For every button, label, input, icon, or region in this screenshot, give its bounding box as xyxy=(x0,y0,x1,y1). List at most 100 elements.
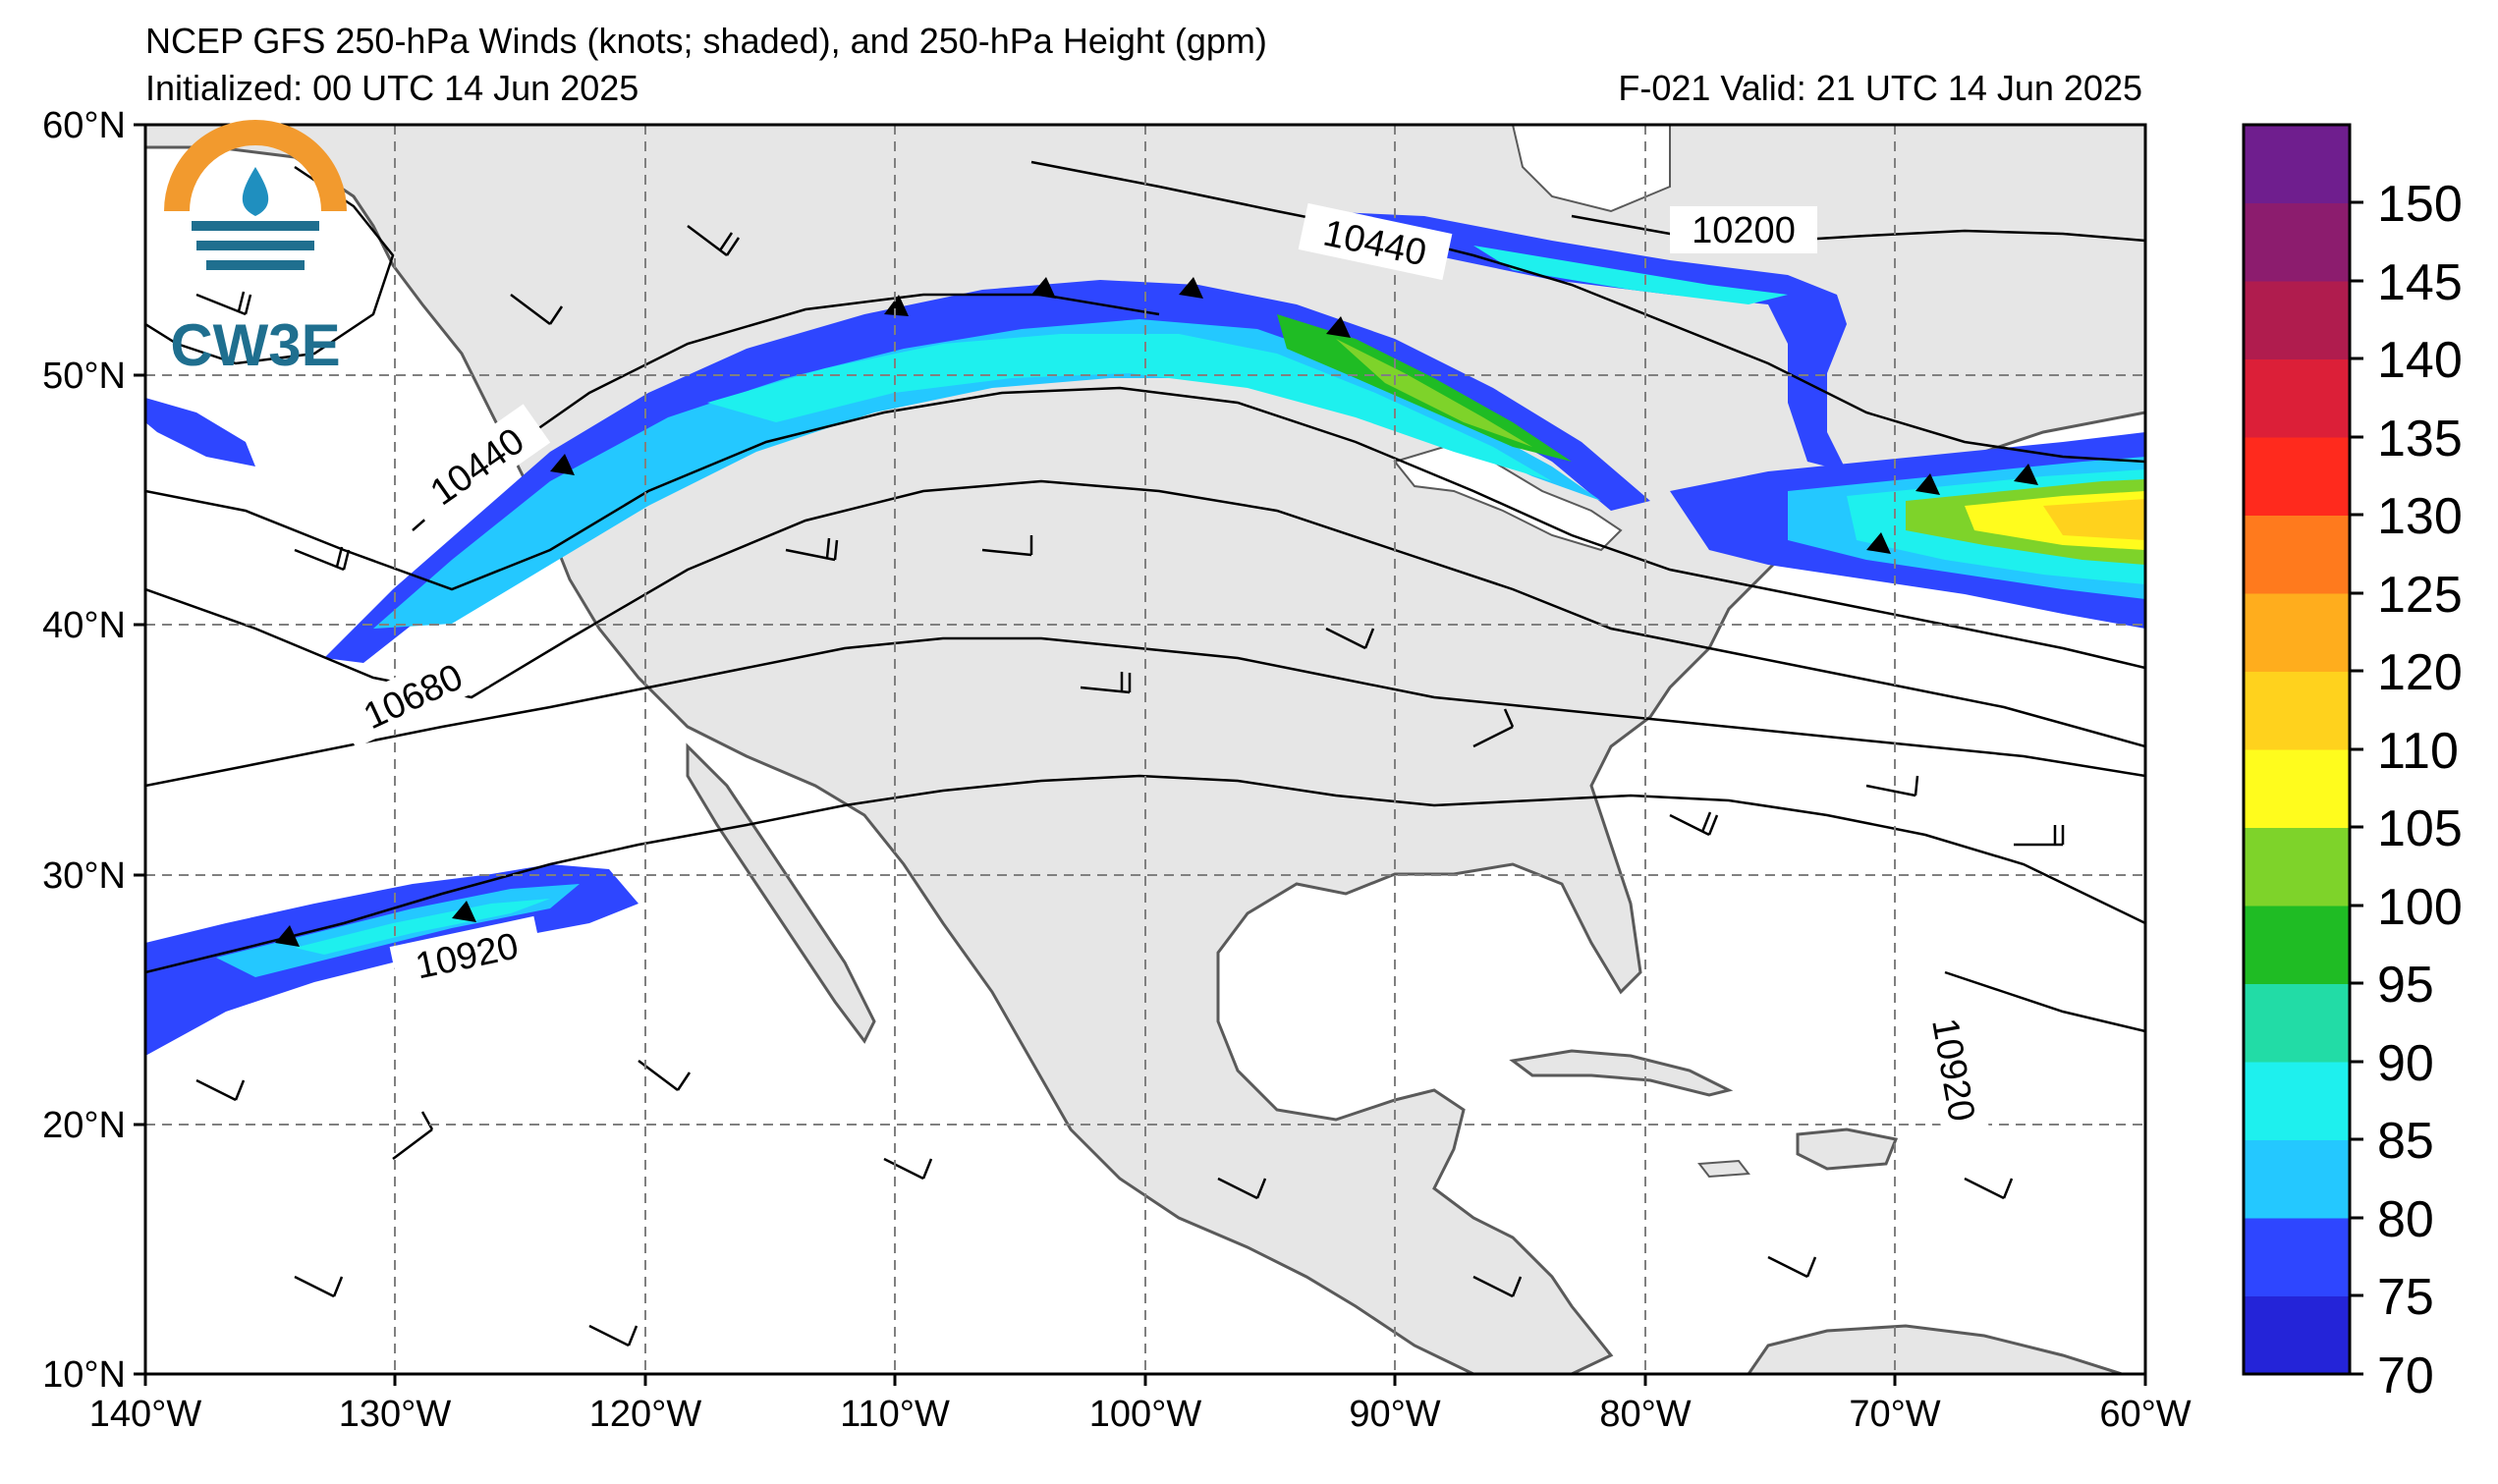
jet-canada xyxy=(1316,211,1847,471)
colorbar-tick-label: 110 xyxy=(2377,723,2459,780)
lat-label: 10°N xyxy=(42,1354,126,1396)
colorbar-tick-label: 140 xyxy=(2377,332,2463,389)
wind-barb xyxy=(195,1078,246,1102)
colorbar-segment xyxy=(2244,1139,2350,1219)
gridlines xyxy=(145,125,2145,1374)
wind-barb xyxy=(1767,1255,1817,1279)
wind-barb xyxy=(981,535,1033,557)
colorbar-segment xyxy=(2244,983,2350,1063)
logo-wave xyxy=(192,221,319,231)
wind-barb xyxy=(1472,1275,1523,1298)
colorbar-ticks xyxy=(2350,200,2363,1376)
colorbar-segment xyxy=(2244,827,2350,907)
lat-label: 40°N xyxy=(42,605,126,646)
lon-label: 120°W xyxy=(589,1394,702,1435)
contour-pacific-low xyxy=(145,165,395,365)
lat-label: 20°N xyxy=(42,1105,126,1146)
jet-north-core xyxy=(707,334,1552,481)
wind-flag xyxy=(1031,277,1056,299)
wind-barb xyxy=(687,225,741,256)
wind-barb xyxy=(294,1275,344,1298)
wind-barb xyxy=(785,537,839,562)
colorbar-segment xyxy=(2244,202,2350,282)
wind-barb xyxy=(392,1111,434,1160)
land-south-america xyxy=(1747,1324,2123,1374)
contour-10680 xyxy=(145,479,2145,748)
colorbar-tick-label: 125 xyxy=(2377,567,2463,624)
colorbar-tick-label: 100 xyxy=(2377,879,2463,936)
land-jamaica xyxy=(1697,1159,1750,1179)
colorbar-tick-label: 90 xyxy=(2377,1035,2434,1092)
colorbar-tick-label: 135 xyxy=(2377,411,2463,467)
colorbar-tick-label: 105 xyxy=(2377,800,2463,857)
colorbar-tick-label: 85 xyxy=(2377,1113,2434,1170)
wind-barb xyxy=(1865,775,1919,797)
lon-label: 130°W xyxy=(339,1394,452,1435)
init-time: Initialized: 00 UTC 14 Jun 2025 xyxy=(145,68,639,108)
wind-flag xyxy=(1326,316,1351,338)
wind-barb xyxy=(1669,811,1719,837)
colorbar-tick-label: 130 xyxy=(2377,488,2463,545)
lat-label: 30°N xyxy=(42,855,126,897)
lon-label: 140°W xyxy=(89,1394,202,1435)
colorbar-segment xyxy=(2244,1062,2350,1140)
colorbar xyxy=(2244,125,2350,1375)
colorbar-tick-label: 70 xyxy=(2377,1347,2434,1404)
colorbar-segment xyxy=(2244,906,2350,984)
wind-barbs xyxy=(195,225,2065,1347)
lon-label: 110°W xyxy=(840,1394,950,1435)
land-cuba xyxy=(1509,1049,1734,1097)
colorbar-segment xyxy=(2244,515,2350,594)
colorbar-segment xyxy=(2244,593,2350,672)
wind-barb xyxy=(1217,1177,1267,1200)
wind-flag xyxy=(2014,464,2038,485)
wind-barb xyxy=(1472,708,1515,748)
jet-east-110 xyxy=(2043,499,2145,540)
lat-label: 60°N xyxy=(42,105,126,146)
contour-10920-b xyxy=(1944,970,2145,1033)
colorbar-segment xyxy=(2244,671,2350,750)
colorbar-segment xyxy=(2244,281,2350,359)
colorbar-segment xyxy=(2244,437,2350,516)
jet-north-max-light xyxy=(1336,339,1532,447)
height-contours xyxy=(145,160,2145,1033)
colorbar-tick-label: 145 xyxy=(2377,254,2463,311)
lon-label: 60°W xyxy=(2099,1394,2191,1435)
contour-10560 xyxy=(145,386,2145,670)
wind-flag xyxy=(275,925,300,947)
land-baja xyxy=(686,742,876,1044)
colorbar-segment xyxy=(2244,749,2350,828)
map-title: NCEP GFS 250-hPa Winds (knots; shaded), … xyxy=(145,21,1267,61)
contour-10800 xyxy=(145,636,2145,788)
wind-barb xyxy=(588,1324,638,1347)
colorbar-tick-label: 120 xyxy=(2377,644,2463,701)
wind-barb xyxy=(2014,825,2065,847)
jet-pacific-fragment xyxy=(145,398,255,467)
lon-label: 70°W xyxy=(1849,1394,1940,1435)
hudson-bay xyxy=(1511,125,1671,213)
wind-barb xyxy=(883,1157,933,1181)
axis-ticks xyxy=(134,123,2147,1386)
logo-sun-arc xyxy=(164,120,347,212)
logo-text: CW3E xyxy=(170,312,340,378)
wind-barb xyxy=(1964,1177,2014,1200)
wind-barb xyxy=(1080,672,1132,694)
colorbar-tick-label: 150 xyxy=(2377,176,2463,233)
cw3e-logo: CW3E xyxy=(164,120,347,378)
wind-barb xyxy=(195,291,252,316)
wind-flag xyxy=(1915,473,1940,495)
logo-wave xyxy=(196,241,314,250)
contour-label: 10200 xyxy=(1692,210,1796,251)
jet-subtropical-core xyxy=(295,899,550,955)
wind-barb xyxy=(294,546,351,572)
wind-flag xyxy=(1866,532,1891,554)
wind-flag xyxy=(550,454,575,475)
colorbar-tick-label: 95 xyxy=(2377,957,2434,1014)
colorbar-segment xyxy=(2244,125,2350,203)
colorbar-segment xyxy=(2244,1218,2350,1296)
valid-time: F-021 Valid: 21 UTC 14 Jun 2025 xyxy=(1618,68,2142,108)
lon-label: 80°W xyxy=(1599,1394,1691,1435)
wind-flag xyxy=(452,901,476,922)
wind-barb xyxy=(510,294,564,325)
